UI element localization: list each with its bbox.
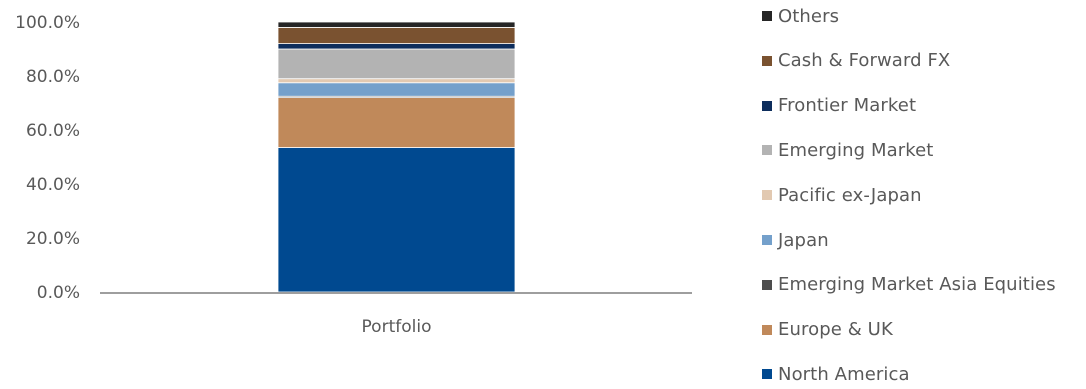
legend-label: Japan bbox=[778, 229, 829, 251]
legend-item: Europe & UK bbox=[762, 319, 893, 341]
legend-swatch bbox=[762, 145, 772, 156]
bar-segment-frontier-market bbox=[277, 43, 516, 50]
y-tick-label: 60.0% bbox=[26, 121, 80, 141]
y-tick-label: 0.0% bbox=[37, 283, 80, 303]
legend-item: Pacific ex-Japan bbox=[762, 184, 922, 206]
x-axis-category-labels: Portfolio bbox=[362, 317, 432, 337]
y-axis-tick-labels: 0.0% 20.0% 40.0% 60.0% 80.0% 100.0% bbox=[15, 13, 80, 303]
legend-swatch bbox=[762, 324, 772, 335]
bar-segment-north-america bbox=[277, 147, 516, 293]
y-tick-label: 80.0% bbox=[26, 67, 80, 87]
legend-item: North America bbox=[762, 363, 910, 385]
y-tick-label: 40.0% bbox=[26, 175, 80, 195]
legend-swatch bbox=[762, 279, 772, 290]
legend-label: Cash & Forward FX bbox=[778, 50, 951, 72]
x-category-label: Portfolio bbox=[362, 317, 432, 337]
y-tick-label: 20.0% bbox=[26, 229, 80, 249]
bar-segments bbox=[277, 21, 516, 293]
legend-label: North America bbox=[778, 363, 910, 385]
legend-item: Frontier Market bbox=[762, 95, 916, 117]
bar-segment-cash-forward-fx bbox=[277, 26, 516, 45]
bar-segment-others bbox=[277, 21, 516, 28]
legend-label: Pacific ex-Japan bbox=[778, 184, 922, 206]
legend-label: Emerging Market bbox=[778, 139, 934, 161]
legend-item: Emerging Market Asia Equities bbox=[762, 274, 1056, 296]
y-tick-label: 100.0% bbox=[15, 13, 80, 33]
legend-swatch bbox=[762, 369, 772, 380]
legend-label: Emerging Market Asia Equities bbox=[778, 274, 1056, 296]
legend-label: Europe & UK bbox=[778, 319, 893, 341]
legend-swatch bbox=[762, 100, 772, 111]
legend-swatch bbox=[762, 235, 772, 245]
legend-label: Frontier Market bbox=[778, 95, 917, 117]
legend-item: Emerging Market bbox=[762, 139, 933, 161]
stacked-bar-chart: 0.0% 20.0% 40.0% 60.0% 80.0% 100.0% Portfolio bbox=[15, 13, 692, 337]
legend-swatch bbox=[762, 55, 772, 66]
bar-segment-japan bbox=[277, 82, 516, 97]
bar-segment-pacific-ex-japan bbox=[277, 78, 516, 84]
bar-segment-europe-uk bbox=[277, 97, 516, 148]
legend-swatch bbox=[762, 11, 772, 21]
legend-item: Others bbox=[762, 5, 839, 27]
legend-item: Cash & Forward FX bbox=[762, 50, 950, 72]
legend-swatch bbox=[762, 190, 772, 201]
bar-segment-emerging-market bbox=[277, 48, 516, 80]
legend-item: Japan bbox=[762, 229, 829, 251]
legend-label: Others bbox=[778, 5, 840, 27]
